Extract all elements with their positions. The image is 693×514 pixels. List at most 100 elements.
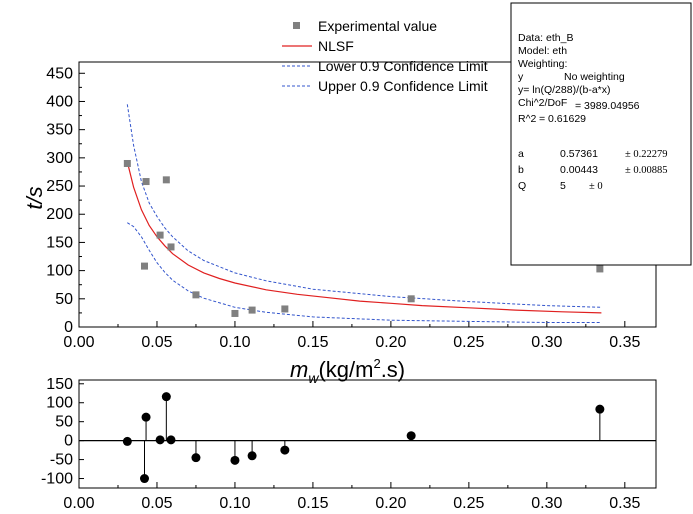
legend-label-upper: Upper 0.9 Confidence Limit	[318, 78, 488, 94]
param-b-name: b	[518, 164, 524, 176]
param-a-error: ± 0.22279	[625, 149, 668, 160]
info-chi-label: Chi^2/DoF	[518, 97, 567, 109]
residual-x-tick-label: 0.05	[141, 495, 172, 512]
top-series	[123, 104, 604, 323]
experimental-point	[281, 305, 289, 313]
top-y-ticks: 0 50 100 150 200 250 300 350 400 450	[46, 65, 85, 336]
param-b-value: 0.00443	[560, 164, 598, 176]
top-y-tick-label: 50	[55, 291, 73, 308]
residual-point	[247, 451, 257, 461]
top-x-tick-label: 0.00	[63, 334, 94, 351]
top-y-tick-label: 100	[46, 263, 73, 280]
info-model-line: Model: eth	[518, 45, 567, 57]
series-line-1	[126, 161, 602, 314]
experimental-point	[167, 243, 175, 251]
info-chi-value: = 3989.04956	[575, 100, 640, 112]
experimental-point	[123, 159, 131, 167]
experimental-point	[407, 295, 415, 303]
info-weighting-value: No weighting	[564, 71, 625, 83]
param-a-name: a	[518, 148, 524, 160]
info-data-line: Data: eth_B	[518, 32, 573, 44]
info-equation: y= ln(Q/288)/(b-a*x)	[518, 84, 611, 96]
x-axis-title-tail: .s)	[381, 357, 405, 382]
experimental-point	[192, 291, 200, 299]
experimental-point	[162, 176, 170, 184]
experimental-point	[248, 306, 256, 314]
x-axis-title-sup: 2	[373, 356, 380, 371]
top-y-tick-label: 300	[46, 150, 73, 167]
info-weighting-y: y	[518, 71, 524, 83]
residual-x-tick-label: 0.25	[453, 495, 484, 512]
top-y-tick-label: 450	[46, 65, 73, 82]
residual-y-tick-label: 50	[55, 414, 73, 431]
fit-info-frame	[510, 2, 692, 266]
param-q-value: 5	[560, 180, 566, 192]
residual-y-tick-label: -50	[50, 452, 73, 469]
experimental-point	[231, 309, 239, 317]
info-r2-label: R^2	[518, 113, 537, 125]
residual-x-tick-label: 0.15	[297, 495, 328, 512]
residual-x-tick-label: 0.35	[609, 495, 640, 512]
top-x-ticks: 0.00 0.05 0.10 0.15 0.20 0.25 0.30 0.35	[63, 321, 640, 351]
residual-x-tick-label: 0.10	[219, 495, 250, 512]
residual-plot: 150 100 50 0 -50 -100 0.00 0.05 0.10 0.15 0.20 0.2…	[41, 376, 657, 512]
top-x-tick-label: 0.15	[297, 334, 328, 351]
top-x-tick-label: 0.10	[219, 334, 250, 351]
residual-point	[141, 412, 151, 422]
residual-point	[161, 392, 171, 402]
top-y-tick-label: 150	[46, 234, 73, 251]
residual-plot-frame	[78, 379, 657, 489]
top-x-tick-label: 0.25	[453, 334, 484, 351]
residual-x-ticks: 0.00 0.05 0.10 0.15 0.20 0.25 0.30 0.35	[63, 482, 640, 512]
residual-point	[191, 453, 201, 463]
x-axis-title-sub: w	[308, 370, 319, 386]
residual-point	[230, 455, 240, 465]
residual-y-tick-label: -100	[41, 471, 73, 488]
experimental-point	[142, 178, 150, 186]
param-b-error: ± 0.00885	[625, 165, 668, 176]
series-line-3	[126, 104, 602, 308]
param-q-error: ± 0	[589, 181, 603, 192]
info-weighting-line: Weighting:	[518, 58, 567, 70]
x-axis-title-main: m	[290, 357, 308, 382]
top-x-tick-label: 0.30	[531, 334, 562, 351]
x-axis-title: mw(kg/m2.s)	[290, 356, 405, 386]
param-q-name: Q	[518, 180, 526, 192]
residual-point	[139, 474, 149, 484]
residual-y-tick-label: 150	[46, 376, 73, 393]
residual-y-ticks: 150 100 50 0 -50 -100	[41, 376, 84, 488]
top-plot: 0 50 100 150 200 250 300 350 400 450 0.00 0.05 0.10…	[22, 2, 692, 386]
top-y-tick-label: 250	[46, 178, 73, 195]
residual-point	[595, 404, 605, 414]
residual-point	[155, 435, 165, 445]
legend: Experimental value NLSF Lower 0.9 Confid…	[282, 18, 488, 94]
residual-point	[166, 435, 176, 445]
residual-y-tick-label: 0	[64, 433, 73, 450]
residual-x-tick-label: 0.30	[531, 495, 562, 512]
residual-x-tick-label: 0.20	[375, 495, 406, 512]
legend-label-lower: Lower 0.9 Confidence Limit	[318, 58, 488, 74]
top-y-tick-label: 0	[64, 319, 73, 336]
residual-x-tick-label: 0.00	[63, 495, 94, 512]
top-x-tick-label: 0.20	[375, 334, 406, 351]
top-x-tick-label: 0.35	[609, 334, 640, 351]
experimental-point	[140, 262, 148, 270]
top-y-tick-label: 400	[46, 93, 73, 110]
x-axis-title-rest: (kg/m	[318, 357, 373, 382]
param-a-value: 0.57361	[560, 148, 598, 160]
experimental-point	[156, 231, 164, 239]
legend-label-nlsf: NLSF	[318, 38, 354, 54]
residual-y-tick-label: 100	[46, 395, 73, 412]
experimental-point	[596, 265, 604, 273]
y-axis-title: t/s	[22, 186, 47, 209]
residual-series	[79, 392, 656, 484]
top-y-tick-label: 350	[46, 122, 73, 139]
residual-point	[406, 431, 416, 441]
residual-point	[280, 445, 290, 455]
info-r2-value: = 0.61629	[539, 113, 586, 125]
legend-label-experimental: Experimental value	[318, 18, 437, 34]
top-y-tick-label: 200	[46, 206, 73, 223]
fit-info-box: Data: eth_B Model: eth Weighting: y No w…	[510, 2, 692, 266]
top-x-tick-label: 0.05	[141, 334, 172, 351]
